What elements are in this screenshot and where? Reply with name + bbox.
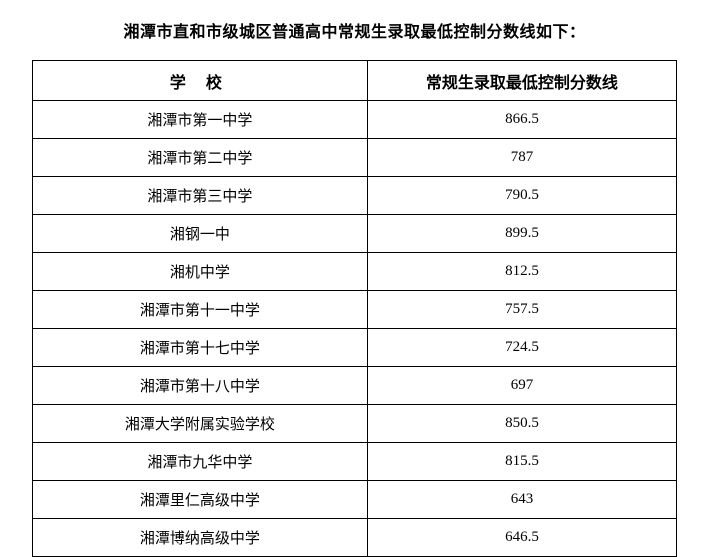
table-row: 湘机中学 812.5	[33, 253, 677, 291]
table-row: 湘潭市九华中学 815.5	[33, 443, 677, 481]
page-title: 湘潭市直和市级城区普通高中常规生录取最低控制分数线如下：	[32, 18, 677, 42]
cell-score: 790.5	[367, 177, 676, 215]
table-row: 湘潭市第十一中学 757.5	[33, 291, 677, 329]
cell-score: 757.5	[367, 291, 676, 329]
table-row: 湘潭里仁高级中学 643	[33, 481, 677, 519]
cell-school: 湘潭市第二中学	[33, 139, 368, 177]
cell-school: 湘潭博纳高级中学	[33, 519, 368, 557]
cell-school: 湘潭市第三中学	[33, 177, 368, 215]
header-score: 常规生录取最低控制分数线	[367, 61, 676, 101]
cell-school: 湘潭里仁高级中学	[33, 481, 368, 519]
cell-score: 643	[367, 481, 676, 519]
table-row: 湘潭市第二中学 787	[33, 139, 677, 177]
cell-school: 湘潭市第一中学	[33, 101, 368, 139]
cell-school: 湘潭市第十八中学	[33, 367, 368, 405]
cell-score: 812.5	[367, 253, 676, 291]
cell-score: 850.5	[367, 405, 676, 443]
cell-score: 787	[367, 139, 676, 177]
cell-school: 湘潭市九华中学	[33, 443, 368, 481]
header-school: 学 校	[33, 61, 368, 101]
table-row: 湘潭博纳高级中学 646.5	[33, 519, 677, 557]
cell-score: 697	[367, 367, 676, 405]
cell-school: 湘潭大学附属实验学校	[33, 405, 368, 443]
table-row: 湘钢一中 899.5	[33, 215, 677, 253]
cell-score: 815.5	[367, 443, 676, 481]
cell-score: 899.5	[367, 215, 676, 253]
cell-school: 湘钢一中	[33, 215, 368, 253]
table-header-row: 学 校 常规生录取最低控制分数线	[33, 61, 677, 101]
cell-school: 湘潭市第十七中学	[33, 329, 368, 367]
table-row: 湘潭大学附属实验学校 850.5	[33, 405, 677, 443]
cell-school: 湘潭市第十一中学	[33, 291, 368, 329]
score-table: 学 校 常规生录取最低控制分数线 湘潭市第一中学 866.5 湘潭市第二中学 7…	[32, 60, 677, 557]
cell-score: 646.5	[367, 519, 676, 557]
table-row: 湘潭市第十八中学 697	[33, 367, 677, 405]
table-row: 湘潭市第十七中学 724.5	[33, 329, 677, 367]
table-row: 湘潭市第三中学 790.5	[33, 177, 677, 215]
cell-school: 湘机中学	[33, 253, 368, 291]
cell-score: 724.5	[367, 329, 676, 367]
cell-score: 866.5	[367, 101, 676, 139]
table-row: 湘潭市第一中学 866.5	[33, 101, 677, 139]
